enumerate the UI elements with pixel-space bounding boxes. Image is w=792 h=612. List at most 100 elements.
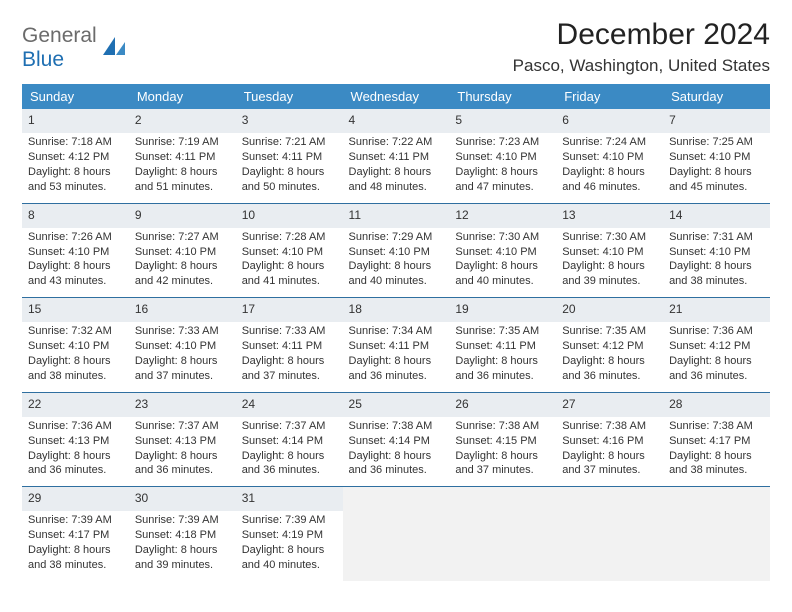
sunset-text: Sunset: 4:10 PM [135, 245, 230, 260]
sunset-text: Sunset: 4:10 PM [669, 150, 764, 165]
day-number-cell: 4 [343, 109, 450, 133]
sunrise-text: Sunrise: 7:35 AM [455, 324, 550, 339]
sunset-text: Sunset: 4:18 PM [135, 528, 230, 543]
day-data-cell: Sunrise: 7:27 AMSunset: 4:10 PMDaylight:… [129, 228, 236, 298]
sunrise-text: Sunrise: 7:33 AM [242, 324, 337, 339]
day-number-cell: 2 [129, 109, 236, 133]
day-number-cell: 18 [343, 298, 450, 323]
daylight-text: Daylight: 8 hours and 36 minutes. [135, 449, 230, 479]
sunset-text: Sunset: 4:12 PM [562, 339, 657, 354]
daylight-text: Daylight: 8 hours and 48 minutes. [349, 165, 444, 195]
day-number-cell: 30 [129, 487, 236, 512]
sunrise-text: Sunrise: 7:37 AM [135, 419, 230, 434]
sunrise-text: Sunrise: 7:30 AM [562, 230, 657, 245]
day-data-cell: Sunrise: 7:19 AMSunset: 4:11 PMDaylight:… [129, 133, 236, 203]
day-data-cell: Sunrise: 7:26 AMSunset: 4:10 PMDaylight:… [22, 228, 129, 298]
day-number-cell: 11 [343, 203, 450, 228]
day-data-cell: Sunrise: 7:24 AMSunset: 4:10 PMDaylight:… [556, 133, 663, 203]
sunrise-text: Sunrise: 7:31 AM [669, 230, 764, 245]
weekday-header: Wednesday [343, 84, 450, 109]
day-number: 4 [349, 112, 444, 128]
sunset-text: Sunset: 4:10 PM [562, 150, 657, 165]
sunset-text: Sunset: 4:15 PM [455, 434, 550, 449]
sunrise-text: Sunrise: 7:33 AM [135, 324, 230, 339]
sunrise-text: Sunrise: 7:26 AM [28, 230, 123, 245]
day-number-cell: 10 [236, 203, 343, 228]
day-number-cell: 23 [129, 392, 236, 417]
day-number-cell: 6 [556, 109, 663, 133]
day-number-cell: 20 [556, 298, 663, 323]
day-number-cell: 7 [663, 109, 770, 133]
day-number: 30 [135, 490, 230, 506]
daylight-text: Daylight: 8 hours and 42 minutes. [135, 259, 230, 289]
sunset-text: Sunset: 4:17 PM [28, 528, 123, 543]
daylight-text: Daylight: 8 hours and 36 minutes. [242, 449, 337, 479]
daynum-row: 1234567 [22, 109, 770, 133]
sunrise-text: Sunrise: 7:38 AM [349, 419, 444, 434]
sunrise-text: Sunrise: 7:25 AM [669, 135, 764, 150]
day-number-cell: 31 [236, 487, 343, 512]
sunrise-text: Sunrise: 7:30 AM [455, 230, 550, 245]
logo-word-1: General [22, 24, 97, 47]
day-number: 26 [455, 396, 550, 412]
day-data-cell [343, 511, 450, 580]
day-data-cell: Sunrise: 7:21 AMSunset: 4:11 PMDaylight:… [236, 133, 343, 203]
month-title: December 2024 [513, 18, 770, 52]
day-number: 31 [242, 490, 337, 506]
daylight-text: Daylight: 8 hours and 38 minutes. [669, 449, 764, 479]
day-number-cell [343, 487, 450, 512]
day-number: 12 [455, 207, 550, 223]
day-data-cell: Sunrise: 7:29 AMSunset: 4:10 PMDaylight:… [343, 228, 450, 298]
sunset-text: Sunset: 4:10 PM [135, 339, 230, 354]
day-number: 13 [562, 207, 657, 223]
day-number: 18 [349, 301, 444, 317]
daylight-text: Daylight: 8 hours and 38 minutes. [669, 259, 764, 289]
sunrise-text: Sunrise: 7:39 AM [135, 513, 230, 528]
logo: General Blue [22, 18, 127, 72]
day-number: 1 [28, 112, 123, 128]
sunrise-text: Sunrise: 7:18 AM [28, 135, 123, 150]
sunset-text: Sunset: 4:11 PM [349, 339, 444, 354]
sunset-text: Sunset: 4:10 PM [562, 245, 657, 260]
daylight-text: Daylight: 8 hours and 36 minutes. [669, 354, 764, 384]
day-data-cell: Sunrise: 7:33 AMSunset: 4:10 PMDaylight:… [129, 322, 236, 392]
day-data-cell: Sunrise: 7:31 AMSunset: 4:10 PMDaylight:… [663, 228, 770, 298]
day-number-cell: 14 [663, 203, 770, 228]
sunset-text: Sunset: 4:10 PM [28, 339, 123, 354]
daylight-text: Daylight: 8 hours and 51 minutes. [135, 165, 230, 195]
sunset-text: Sunset: 4:10 PM [669, 245, 764, 260]
weekday-header: Friday [556, 84, 663, 109]
sunrise-text: Sunrise: 7:38 AM [455, 419, 550, 434]
day-number: 22 [28, 396, 123, 412]
calendar-table: Sunday Monday Tuesday Wednesday Thursday… [22, 84, 770, 581]
sunset-text: Sunset: 4:12 PM [28, 150, 123, 165]
day-data-cell: Sunrise: 7:38 AMSunset: 4:15 PMDaylight:… [449, 417, 556, 487]
day-data-cell [449, 511, 556, 580]
day-number-cell: 16 [129, 298, 236, 323]
weekday-header: Thursday [449, 84, 556, 109]
daylight-text: Daylight: 8 hours and 36 minutes. [562, 354, 657, 384]
day-number: 17 [242, 301, 337, 317]
header: General Blue December 2024 Pasco, Washin… [22, 18, 770, 76]
daylight-text: Daylight: 8 hours and 38 minutes. [28, 354, 123, 384]
day-number-cell: 9 [129, 203, 236, 228]
weekday-header: Tuesday [236, 84, 343, 109]
sunset-text: Sunset: 4:11 PM [242, 150, 337, 165]
day-data-cell: Sunrise: 7:37 AMSunset: 4:13 PMDaylight:… [129, 417, 236, 487]
day-data-cell: Sunrise: 7:39 AMSunset: 4:19 PMDaylight:… [236, 511, 343, 580]
day-data-cell: Sunrise: 7:35 AMSunset: 4:11 PMDaylight:… [449, 322, 556, 392]
day-number: 10 [242, 207, 337, 223]
day-number-cell: 15 [22, 298, 129, 323]
day-number-cell: 12 [449, 203, 556, 228]
daynum-row: 891011121314 [22, 203, 770, 228]
daylight-text: Daylight: 8 hours and 40 minutes. [455, 259, 550, 289]
weekday-header: Monday [129, 84, 236, 109]
daynum-row: 15161718192021 [22, 298, 770, 323]
daylight-text: Daylight: 8 hours and 39 minutes. [562, 259, 657, 289]
day-number: 5 [455, 112, 550, 128]
sunrise-text: Sunrise: 7:19 AM [135, 135, 230, 150]
sunrise-text: Sunrise: 7:39 AM [242, 513, 337, 528]
sunrise-text: Sunrise: 7:39 AM [28, 513, 123, 528]
day-number: 27 [562, 396, 657, 412]
daylight-text: Daylight: 8 hours and 37 minutes. [242, 354, 337, 384]
